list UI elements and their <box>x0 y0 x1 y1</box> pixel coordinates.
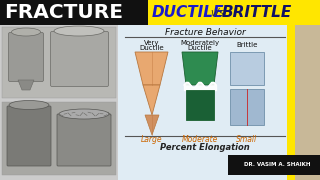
Text: Brittle: Brittle <box>236 42 258 48</box>
Text: Fracture Behavior: Fracture Behavior <box>164 28 245 37</box>
Ellipse shape <box>54 26 104 36</box>
Text: v/s: v/s <box>210 8 224 17</box>
Text: DUCTILE: DUCTILE <box>152 5 224 20</box>
FancyBboxPatch shape <box>51 31 108 87</box>
Text: Moderately: Moderately <box>180 40 220 46</box>
Text: Small: Small <box>236 136 258 145</box>
Polygon shape <box>18 80 34 90</box>
FancyBboxPatch shape <box>0 25 118 180</box>
FancyBboxPatch shape <box>118 25 288 180</box>
Polygon shape <box>143 85 160 115</box>
FancyBboxPatch shape <box>0 0 148 25</box>
FancyBboxPatch shape <box>0 0 320 25</box>
FancyBboxPatch shape <box>0 25 320 180</box>
FancyBboxPatch shape <box>57 114 111 166</box>
Polygon shape <box>182 52 218 85</box>
Text: Ductile: Ductile <box>188 45 212 51</box>
Text: Percent Elongation: Percent Elongation <box>160 143 250 152</box>
Text: DR. VASIM A. SHAIKH: DR. VASIM A. SHAIKH <box>244 163 310 168</box>
Polygon shape <box>145 115 159 135</box>
FancyBboxPatch shape <box>295 25 320 180</box>
FancyBboxPatch shape <box>9 33 44 82</box>
FancyBboxPatch shape <box>287 25 295 180</box>
FancyBboxPatch shape <box>230 89 264 125</box>
FancyBboxPatch shape <box>228 155 320 175</box>
Polygon shape <box>135 52 168 85</box>
Text: Moderate: Moderate <box>182 136 218 145</box>
Ellipse shape <box>12 28 41 36</box>
FancyBboxPatch shape <box>2 27 116 98</box>
FancyBboxPatch shape <box>7 106 51 166</box>
Ellipse shape <box>59 109 109 119</box>
Polygon shape <box>186 90 214 120</box>
Text: Very: Very <box>144 40 160 46</box>
Ellipse shape <box>9 100 49 109</box>
Text: BRITTLE: BRITTLE <box>222 5 292 20</box>
Text: FRACTURE: FRACTURE <box>4 3 123 22</box>
FancyBboxPatch shape <box>230 52 264 85</box>
Text: Ductile: Ductile <box>140 45 164 51</box>
FancyBboxPatch shape <box>2 102 116 175</box>
Text: Large: Large <box>141 136 163 145</box>
